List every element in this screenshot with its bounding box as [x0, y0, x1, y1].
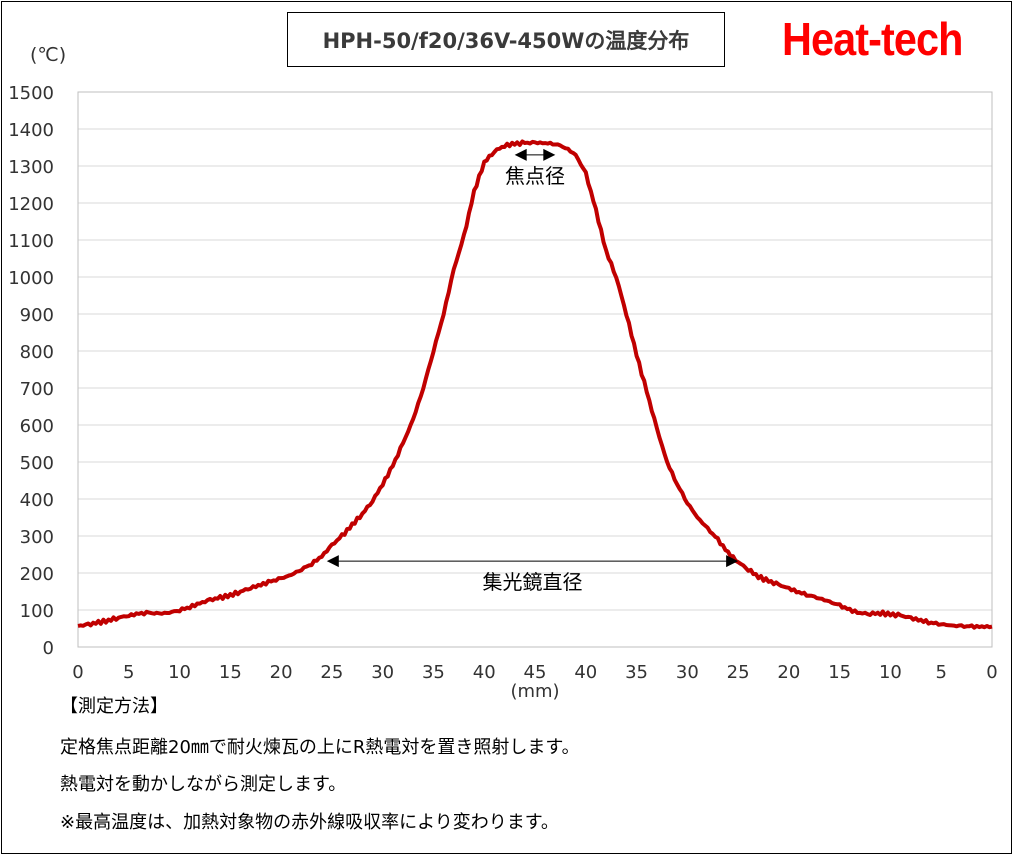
annotation-label: 集光鏡直径: [482, 570, 582, 594]
y-tick-label: 1100: [8, 231, 54, 252]
annotation-arrowhead: [514, 148, 527, 161]
notes-heading: 【測定方法】: [60, 696, 168, 717]
y-tick-label: 1000: [8, 268, 54, 289]
x-tick-label: 15: [828, 662, 851, 683]
chart-title-text: HPH-50/f20/36V-450Wの温度分布: [322, 28, 690, 53]
y-tick-label: 300: [20, 527, 54, 548]
x-tick-label: 45: [524, 662, 547, 683]
x-tick-label: 30: [676, 662, 699, 683]
annotation-arrowhead: [326, 555, 339, 568]
x-tick-label: 20: [270, 662, 293, 683]
brand-logo: Heat-tech: [782, 13, 963, 65]
y-tick-label: 1200: [8, 194, 54, 215]
note-line-1: 定格焦点距離20㎜で耐火煉瓦の上にR熱電対を置き照射します。: [60, 737, 580, 758]
x-tick-label: 15: [219, 662, 242, 683]
y-tick-label: 400: [20, 490, 54, 511]
y-tick-label: 600: [20, 416, 54, 437]
y-tick-label: 1500: [8, 83, 54, 104]
y-axis-ticks: 0 100 200 300 400 500 600 700 800 900 1000 1100 1200…: [8, 83, 54, 659]
x-tick-label: 40: [473, 662, 496, 683]
chart-title: HPH-50/f20/36V-450Wの温度分布: [287, 12, 725, 67]
x-tick-label: 40: [574, 662, 597, 683]
x-tick-label: 25: [727, 662, 750, 683]
x-tick-label: 30: [371, 662, 394, 683]
y-tick-label: 1400: [8, 120, 54, 141]
x-tick-label: 0: [986, 662, 997, 683]
y-tick-label: 100: [20, 601, 54, 622]
x-tick-label: 0: [72, 662, 83, 683]
annotation-arrowhead: [543, 148, 556, 161]
x-tick-label: 5: [935, 662, 946, 683]
note-line-3: ※最高温度は、加熱対象物の赤外線吸収率により変わります。: [60, 812, 559, 833]
x-tick-label: 5: [123, 662, 134, 683]
annotation-label: 焦点径: [505, 164, 565, 188]
y-tick-label: 1300: [8, 157, 54, 178]
y-tick-label: 700: [20, 379, 54, 400]
y-axis-unit: (℃): [30, 44, 67, 66]
x-tick-label: 20: [777, 662, 800, 683]
x-axis-ticks: 0 5 10 15 20 25 30 35 40 45 40 35 30 25 20 15 10 5 0: [72, 662, 997, 683]
series-line: [77, 139, 993, 630]
x-axis-unit: (mm): [510, 681, 559, 700]
x-tick-label: 35: [422, 662, 445, 683]
x-tick-label: 10: [879, 662, 902, 683]
series-layer: [77, 139, 993, 630]
y-tick-label: 0: [43, 638, 54, 659]
plot-area: [77, 91, 993, 648]
annotation-arrowhead: [726, 555, 739, 568]
x-tick-label: 25: [320, 662, 343, 683]
y-tick-label: 900: [20, 305, 54, 326]
x-tick-label: 10: [168, 662, 191, 683]
y-tick-label: 200: [20, 564, 54, 585]
x-tick-label: 35: [625, 662, 648, 683]
y-tick-label: 500: [20, 453, 54, 474]
note-line-2: 熱電対を動かしながら測定します。: [60, 774, 347, 795]
y-tick-label: 800: [20, 342, 54, 363]
line-chart: 0100200300400500600700800900100011001200…: [8, 83, 998, 700]
